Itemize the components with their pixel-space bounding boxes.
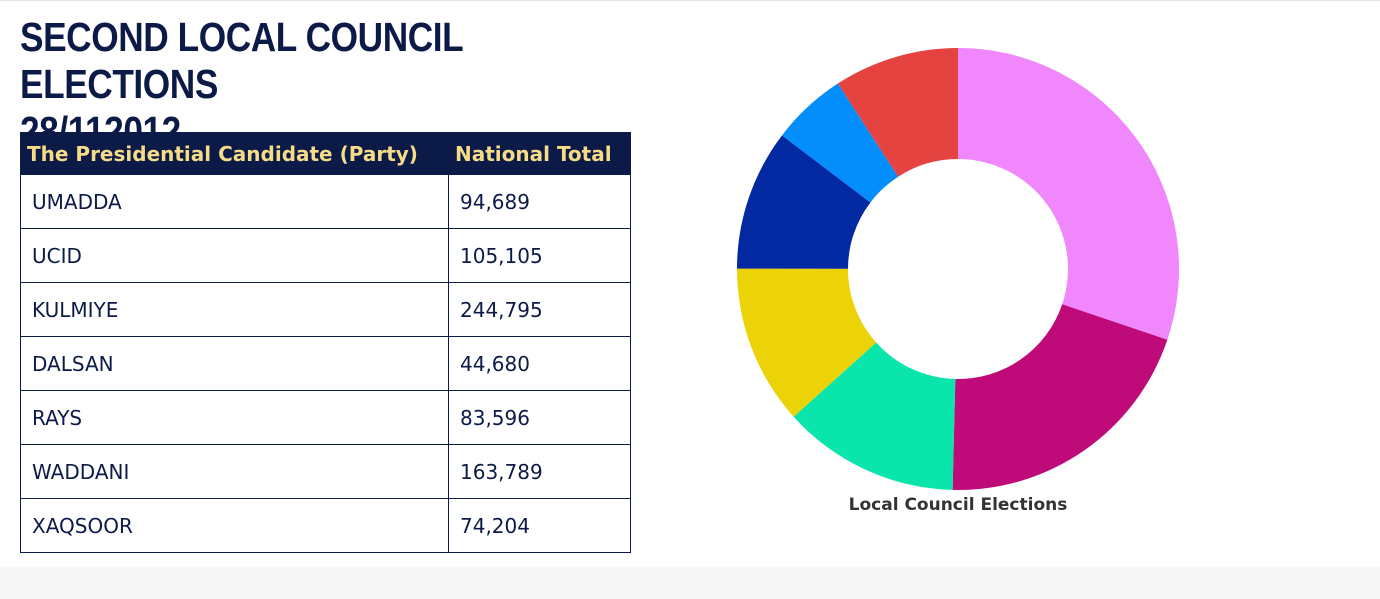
table-row: RAYS 83,596	[20, 390, 631, 445]
total-cell: 105,105	[448, 228, 631, 283]
results-table: The Presidential Candidate (Party) Natio…	[20, 132, 631, 553]
party-cell: UCID	[20, 228, 449, 283]
total-cell: 163,789	[448, 444, 631, 499]
table-row: WADDANI 163,789	[20, 444, 631, 499]
table-row: UCID 105,105	[20, 228, 631, 283]
party-cell: XAQSOOR	[20, 498, 449, 553]
party-cell: UMADDA	[20, 174, 449, 229]
donut-slice-umadda[interactable]	[737, 268, 877, 417]
table-row: DALSAN 44,680	[20, 336, 631, 391]
donut-slice-kulmiye[interactable]	[958, 48, 1179, 340]
donut-slice-rays[interactable]	[737, 135, 871, 269]
page-title-line1: SECOND LOCAL COUNCIL ELECTIONS	[20, 14, 463, 107]
table-header-row: The Presidential Candidate (Party) Natio…	[20, 132, 631, 175]
total-cell: 74,204	[448, 498, 631, 553]
donut-chart	[737, 47, 1179, 490]
total-cell: 44,680	[448, 336, 631, 391]
donut-slice-dalsan[interactable]	[782, 83, 899, 203]
total-cell: 244,795	[448, 282, 631, 337]
table-row: XAQSOOR 74,204	[20, 498, 631, 553]
party-cell: RAYS	[20, 390, 449, 445]
header-total: National Total	[448, 132, 631, 175]
donut-slice-waddani[interactable]	[952, 304, 1168, 490]
header-party: The Presidential Candidate (Party)	[20, 132, 449, 175]
table-row: UMADDA 94,689	[20, 174, 631, 229]
page-title: SECOND LOCAL COUNCIL ELECTIONS 28/112012	[20, 14, 588, 155]
total-cell: 94,689	[448, 174, 631, 229]
total-cell: 83,596	[448, 390, 631, 445]
party-cell: DALSAN	[20, 336, 449, 391]
party-cell: KULMIYE	[20, 282, 449, 337]
donut-slice-ucid[interactable]	[793, 342, 956, 490]
donut-slice-xaqsoor[interactable]	[837, 47, 958, 177]
table-row: KULMIYE 244,795	[20, 282, 631, 337]
footer-bar	[0, 567, 1380, 599]
top-divider	[0, 0, 1380, 1]
party-cell: WADDANI	[20, 444, 449, 499]
chart-title: Local Council Elections	[848, 495, 1068, 515]
